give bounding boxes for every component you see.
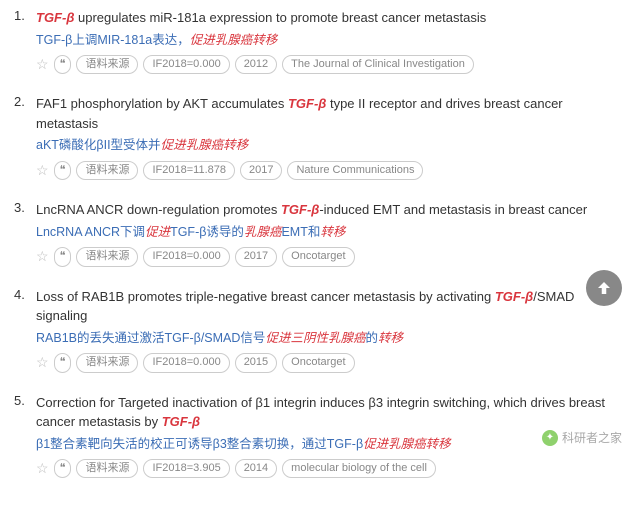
title-zh: TGF-β上调MIR-181a表达，促进乳腺癌转移 <box>36 32 626 50</box>
source-pill[interactable]: 语料来源 <box>76 247 138 266</box>
year-pill: 2014 <box>235 459 277 478</box>
result-item: TGF-β upregulates miR-181a expression to… <box>14 8 626 74</box>
title-en[interactable]: TGF-β upregulates miR-181a expression to… <box>36 8 626 28</box>
impact-factor-pill: IF2018=3.905 <box>143 459 229 478</box>
quote-icon[interactable]: ❝ <box>54 353 72 372</box>
meta-row: ☆ ❝语料来源 IF2018=11.878 2017 Nature Communicat… <box>36 161 626 180</box>
star-icon[interactable]: ☆ <box>36 460 49 477</box>
result-item: LncRNA ANCR down-regulation promotes TGF… <box>14 200 626 266</box>
quote-icon[interactable]: ❝ <box>54 459 72 478</box>
journal-pill: The Journal of Clinical Investigation <box>282 55 474 74</box>
result-item: Loss of RAB1B promotes triple-negative b… <box>14 287 626 373</box>
source-pill[interactable]: 语料来源 <box>76 353 138 372</box>
meta-row: ☆ ❝语料来源 IF2018=3.905 2014 molecular biology … <box>36 459 626 478</box>
title-en[interactable]: LncRNA ANCR down-regulation promotes TGF… <box>36 200 626 220</box>
meta-row: ☆ ❝语料来源 IF2018=0.000 2015 Oncotarget <box>36 353 626 372</box>
impact-factor-pill: IF2018=11.878 <box>143 161 235 180</box>
title-zh: β1整合素靶向失活的校正可诱导β3整合素切换，通过TGF-β促进乳腺癌转移 <box>36 436 626 454</box>
result-item: Correction for Targeted inactivation of … <box>14 393 626 479</box>
quote-icon[interactable]: ❝ <box>54 247 72 266</box>
quote-icon[interactable]: ❝ <box>54 161 72 180</box>
source-pill[interactable]: 语料来源 <box>76 55 138 74</box>
journal-pill: Oncotarget <box>282 247 354 266</box>
title-zh: RAB1B的丢失通过激活TGF-β/SMAD信号促进三阴性乳腺癌的转移 <box>36 330 626 348</box>
star-icon[interactable]: ☆ <box>36 162 49 179</box>
impact-factor-pill: IF2018=0.000 <box>143 55 229 74</box>
year-pill: 2017 <box>235 247 277 266</box>
year-pill: 2012 <box>235 55 277 74</box>
impact-factor-pill: IF2018=0.000 <box>143 247 229 266</box>
title-en[interactable]: FAF1 phosphorylation by AKT accumulates … <box>36 94 626 133</box>
scroll-top-button[interactable] <box>586 270 622 306</box>
meta-row: ☆ ❝语料来源 IF2018=0.000 2012 The Journal of Cli… <box>36 55 626 74</box>
title-zh: LncRNA ANCR下调促进TGF-β诱导的乳腺癌EMT和转移 <box>36 224 626 242</box>
watermark-text: 科研者之家 <box>562 429 622 446</box>
star-icon[interactable]: ☆ <box>36 354 49 371</box>
results-list: TGF-β upregulates miR-181a expression to… <box>14 8 626 478</box>
star-icon[interactable]: ☆ <box>36 56 49 73</box>
impact-factor-pill: IF2018=0.000 <box>143 353 229 372</box>
quote-icon[interactable]: ❝ <box>54 55 72 74</box>
source-pill[interactable]: 语料来源 <box>76 161 138 180</box>
journal-pill: Oncotarget <box>282 353 354 372</box>
title-en[interactable]: Loss of RAB1B promotes triple-negative b… <box>36 287 626 326</box>
watermark: ✦ 科研者之家 <box>542 429 622 446</box>
journal-pill: Nature Communications <box>287 161 423 180</box>
meta-row: ☆ ❝语料来源 IF2018=0.000 2017 Oncotarget <box>36 247 626 266</box>
year-pill: 2015 <box>235 353 277 372</box>
journal-pill: molecular biology of the cell <box>282 459 436 478</box>
star-icon[interactable]: ☆ <box>36 248 49 265</box>
wechat-icon: ✦ <box>542 430 558 446</box>
title-en[interactable]: Correction for Targeted inactivation of … <box>36 393 626 432</box>
result-item: FAF1 phosphorylation by AKT accumulates … <box>14 94 626 180</box>
source-pill[interactable]: 语料来源 <box>76 459 138 478</box>
title-zh: aKT磷酸化βII型受体并促进乳腺癌转移 <box>36 137 626 155</box>
year-pill: 2017 <box>240 161 282 180</box>
